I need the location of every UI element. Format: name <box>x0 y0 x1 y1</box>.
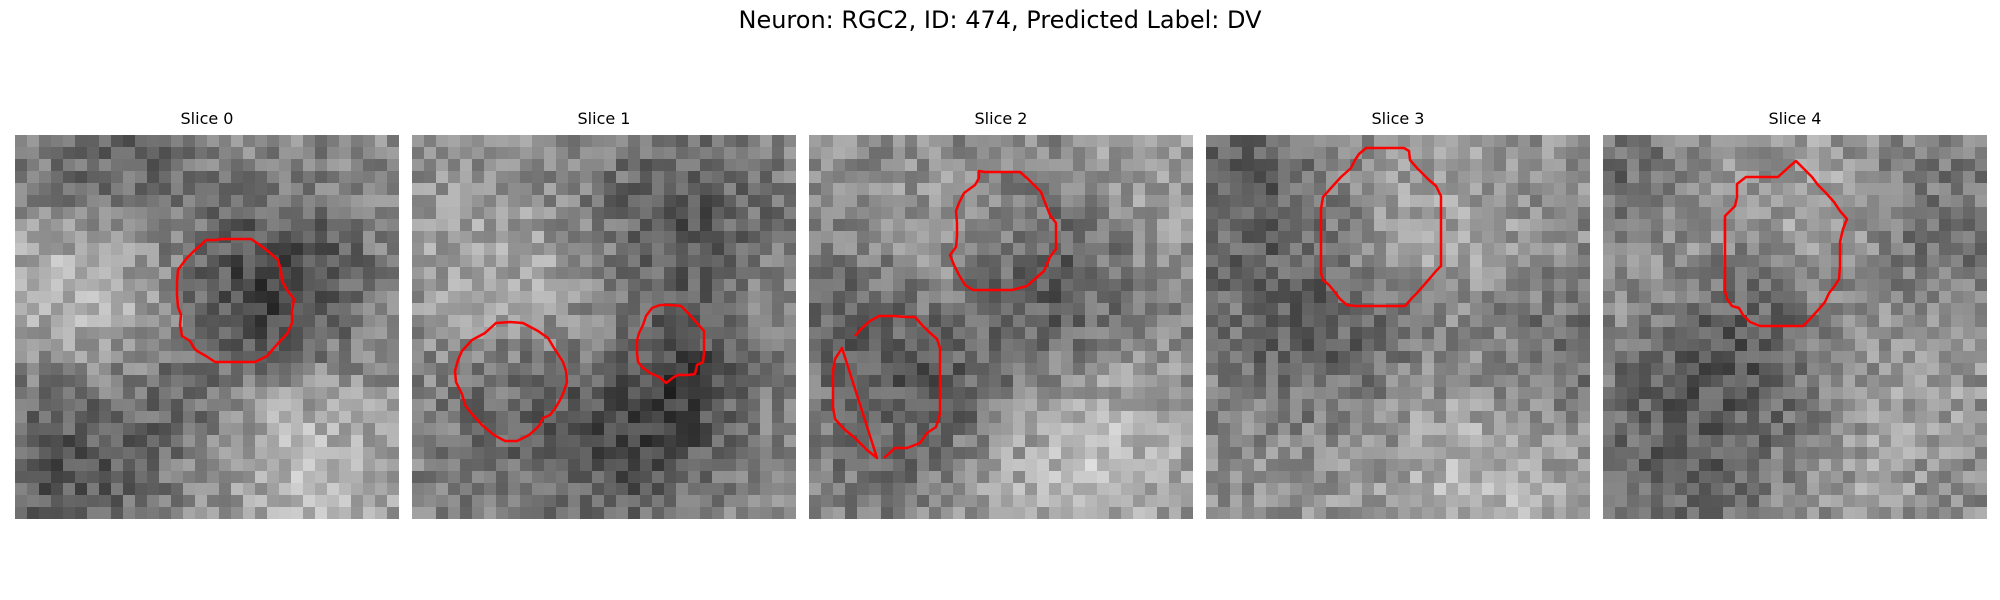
slice-image-3 <box>1206 135 1590 519</box>
roi-contour-4-0 <box>1723 159 1849 328</box>
slice-image-1 <box>412 135 796 519</box>
slice-title-4: Slice 4 <box>1768 109 1822 128</box>
roi-contour-2-2 <box>831 346 879 460</box>
slice-image-0 <box>15 135 399 519</box>
roi-contour-3-0 <box>1319 146 1443 308</box>
slice-image-svg-3 <box>1206 135 1590 519</box>
roi-contour-2-1 <box>854 314 942 459</box>
slice-title-1: Slice 1 <box>577 109 631 128</box>
slice-title-3: Slice 3 <box>1371 109 1425 128</box>
roi-contour-0-0 <box>175 237 296 364</box>
slice-pixels-1 <box>412 135 796 519</box>
slice-image-svg-2 <box>809 135 1193 519</box>
slice-image-2 <box>809 135 1193 519</box>
roi-contour-2-0 <box>948 169 1058 292</box>
slice-image-svg-0 <box>15 135 399 519</box>
roi-contour-1-0 <box>453 320 569 443</box>
slice-pixels-3 <box>1206 135 1590 519</box>
slice-image-4 <box>1603 135 1987 519</box>
slice-title-2: Slice 2 <box>974 109 1028 128</box>
roi-contour-1-1 <box>635 303 706 385</box>
slice-title-0: Slice 0 <box>180 109 234 128</box>
slice-image-svg-4 <box>1603 135 1987 519</box>
slice-image-svg-1 <box>412 135 796 519</box>
figure-title: Neuron: RGC2, ID: 474, Predicted Label: … <box>738 6 1262 34</box>
slice-pixels-0 <box>15 135 399 519</box>
slice-pixels-4 <box>1603 135 1987 519</box>
slice-pixels-2 <box>809 135 1193 519</box>
